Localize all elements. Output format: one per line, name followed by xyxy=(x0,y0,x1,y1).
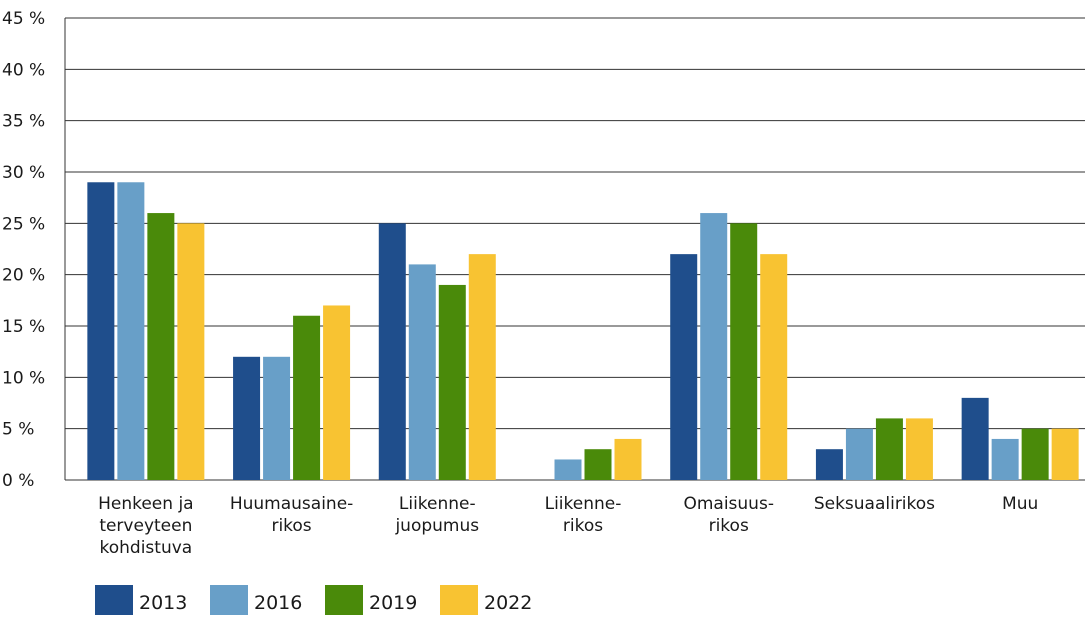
y-tick-label: 30 % xyxy=(2,163,45,183)
y-tick-label: 15 % xyxy=(2,317,45,337)
x-tick-label: Liikenne-rikos xyxy=(545,494,622,536)
bar xyxy=(991,438,1019,480)
bar xyxy=(554,459,582,480)
bar xyxy=(760,254,788,480)
x-tick-label: Seksuaalirikos xyxy=(814,494,935,514)
bar xyxy=(875,418,903,480)
x-tick-label: Liikenne-juopumus xyxy=(394,494,479,536)
bar xyxy=(1051,428,1079,480)
bar xyxy=(845,428,873,480)
bar xyxy=(438,284,466,480)
bar xyxy=(263,356,291,480)
y-tick-label: 25 % xyxy=(2,214,45,234)
legend-label: 2019 xyxy=(369,592,417,614)
x-tick-label: Huumausaine-rikos xyxy=(230,494,353,536)
bar xyxy=(961,397,989,480)
bar xyxy=(293,315,321,480)
bar xyxy=(905,418,933,480)
y-tick-label: 40 % xyxy=(2,60,45,80)
x-tick-label: Henkeen ja terveyteen kohdistuva xyxy=(98,494,194,558)
bar xyxy=(1021,428,1049,480)
y-tick-label: 35 % xyxy=(2,112,45,132)
y-tick-label: 45 % xyxy=(2,9,45,29)
legend-swatch xyxy=(325,585,363,615)
x-tick-label: Muu xyxy=(1002,494,1038,514)
legend-label: 2016 xyxy=(254,592,302,614)
legend-swatch xyxy=(95,585,133,615)
y-tick-label: 0 % xyxy=(2,471,34,491)
bar xyxy=(323,305,351,480)
bar xyxy=(147,213,175,481)
bar xyxy=(378,223,406,481)
bar xyxy=(233,356,261,480)
legend-label: 2013 xyxy=(139,592,187,614)
y-tick-label: 20 % xyxy=(2,266,45,286)
y-tick-label: 5 % xyxy=(2,420,34,440)
bar xyxy=(117,182,145,480)
legend-swatch xyxy=(210,585,248,615)
bar xyxy=(177,223,205,481)
bar xyxy=(468,254,496,480)
x-tick-label: Omaisuus-rikos xyxy=(683,494,773,536)
y-tick-label: 10 % xyxy=(2,368,45,388)
bar xyxy=(670,254,698,480)
bar xyxy=(408,264,436,480)
bar xyxy=(87,182,115,480)
bar xyxy=(815,449,843,480)
legend-swatch xyxy=(440,585,478,615)
bar xyxy=(730,223,758,481)
bar xyxy=(614,438,642,480)
bar xyxy=(700,213,728,481)
legend-label: 2022 xyxy=(484,592,532,614)
bar xyxy=(584,449,612,480)
